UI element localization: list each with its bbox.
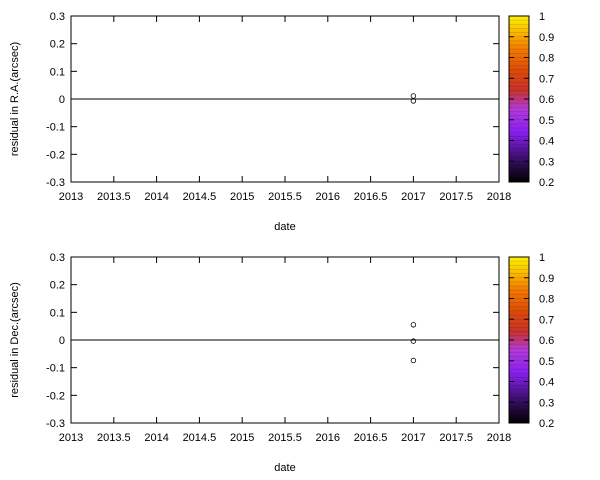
- y-tick-label: 0.1: [50, 307, 65, 319]
- colorbar-tick-label: 0.6: [539, 335, 554, 347]
- y-tick-label: 0: [59, 335, 65, 347]
- x-axis-label: date: [274, 462, 295, 474]
- y-tick-label: 0.3: [50, 11, 65, 23]
- x-tick-label: 2016.5: [354, 191, 388, 203]
- y-tick-label: 0: [59, 94, 65, 106]
- data-point: [410, 322, 417, 328]
- colorbar-tick-label: 0.9: [539, 273, 554, 285]
- x-tick-label: 2016: [316, 191, 340, 203]
- y-tick-label: 0.1: [50, 66, 65, 78]
- plot-panel-1: 2013 2013.5 2014 2014.5 2015 2015.5 2016 2016.5…: [9, 11, 554, 233]
- colorbar-tick-label: 0.2: [539, 177, 554, 189]
- x-tick-label: 2017.5: [439, 432, 473, 444]
- y-tick-label: -0.2: [46, 390, 65, 402]
- colorbar-tick-label: 0.4: [539, 377, 554, 389]
- x-tick-label: 2016.5: [354, 432, 388, 444]
- colorbar-tick-label: 0.5: [539, 356, 554, 368]
- colorbar-tick-label: 0.7: [539, 73, 554, 85]
- x-tick-label: 2014: [144, 191, 168, 203]
- y-tick-label: 0.2: [50, 39, 65, 51]
- colorbar-tick-label: 0.9: [539, 32, 554, 44]
- y-tick-label: -0.2: [46, 149, 65, 161]
- x-tick-label: 2017.5: [439, 191, 473, 203]
- y-axis-label: residual in R.A.(arcsec): [9, 42, 21, 156]
- colorbar-tick-label: 0.6: [539, 94, 554, 106]
- colorbar-tick-label: 0.2: [539, 418, 554, 430]
- x-tick-label: 2014.5: [183, 432, 217, 444]
- colorbar-tick-label: 0.3: [539, 156, 554, 168]
- colorbar-tick-label: 1: [539, 252, 545, 264]
- colorbar-tick-label: 0.5: [539, 115, 554, 127]
- data-point: [410, 357, 417, 364]
- colorbar: 0.2 0.3 0.4 0.5 0.6 0.7 0.8 0.9 1: [508, 11, 554, 189]
- x-tick-label: 2016: [316, 432, 340, 444]
- x-tick-label: 2014.5: [183, 191, 217, 203]
- data-point: [410, 338, 417, 344]
- y-axis-label: residual in Dec.(arcsec): [9, 282, 21, 398]
- x-tick-label: 2015: [230, 432, 254, 444]
- x-tick-label: 2013.5: [97, 191, 131, 203]
- y-tick-label: -0.1: [46, 122, 65, 134]
- x-tick-label: 2018: [487, 191, 511, 203]
- y-tick-label: -0.3: [46, 418, 65, 430]
- x-tick-label: 2013.5: [97, 432, 131, 444]
- x-axis-label: date: [274, 221, 295, 233]
- x-tick-label: 2015.5: [268, 191, 302, 203]
- x-tick-label: 2013: [59, 432, 83, 444]
- y-tick-label: 0.2: [50, 280, 65, 292]
- colorbar: 0.2 0.3 0.4 0.5 0.6 0.7 0.8 0.9 1: [508, 252, 554, 430]
- data-point: [410, 98, 417, 104]
- x-tick-label: 2015.5: [268, 432, 302, 444]
- y-tick-label: 0.3: [50, 252, 65, 264]
- colorbar-tick-label: 0.3: [539, 397, 554, 409]
- x-tick-label: 2013: [59, 191, 83, 203]
- x-tick-label: 2015: [230, 191, 254, 203]
- x-tick-label: 2018: [487, 432, 511, 444]
- x-tick-label: 2017: [401, 432, 425, 444]
- colorbar-tick-label: 0.4: [539, 136, 554, 148]
- data-point: [410, 93, 417, 99]
- colorbar-tick-label: 1: [539, 11, 545, 23]
- colorbar-tick-label: 0.8: [539, 294, 554, 306]
- y-tick-label: -0.1: [46, 363, 65, 375]
- colorbar-tick-label: 0.8: [539, 53, 554, 65]
- colorbar-tick-label: 0.7: [539, 314, 554, 326]
- x-tick-label: 2014: [144, 432, 168, 444]
- plot-panel-2: 2013 2013.5 2014 2014.5 2015 2015.5 2016 2016.5…: [9, 252, 554, 474]
- x-tick-label: 2017: [401, 191, 425, 203]
- y-tick-label: -0.3: [46, 177, 65, 189]
